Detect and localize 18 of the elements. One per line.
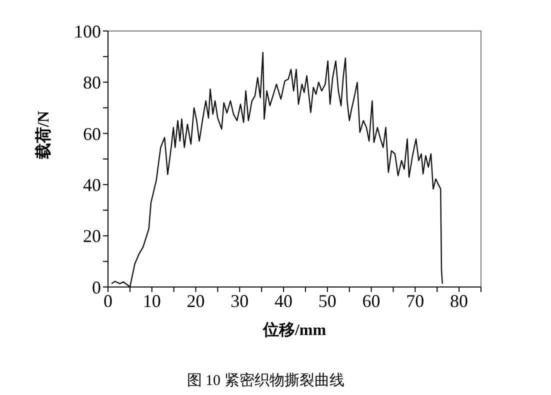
y-axis-title: 载荷/N <box>34 110 53 160</box>
text: 图 10 紧密织物撕裂曲线 <box>186 371 346 390</box>
x-tick-label: 10 <box>142 290 161 311</box>
line-series <box>110 52 443 287</box>
x-tick-label: 40 <box>274 290 293 311</box>
y-tick-label: 40 <box>83 174 101 195</box>
x-tick-label: 60 <box>362 290 380 311</box>
x-tick-label: 50 <box>318 290 336 311</box>
y-tick-label: 100 <box>74 21 101 42</box>
y-tick-label: 0 <box>92 277 101 298</box>
y-tick-label: 60 <box>83 124 101 144</box>
y-tick-label: 20 <box>83 226 101 246</box>
x-tick-label: 30 <box>230 290 249 311</box>
x-axis-title: 位移/mm <box>262 321 327 339</box>
x-tick-label: 80 <box>450 290 468 311</box>
x-tick-label: 20 <box>186 290 205 311</box>
x-tick-label: 70 <box>406 290 424 311</box>
y-tick-label: 80 <box>83 72 101 93</box>
